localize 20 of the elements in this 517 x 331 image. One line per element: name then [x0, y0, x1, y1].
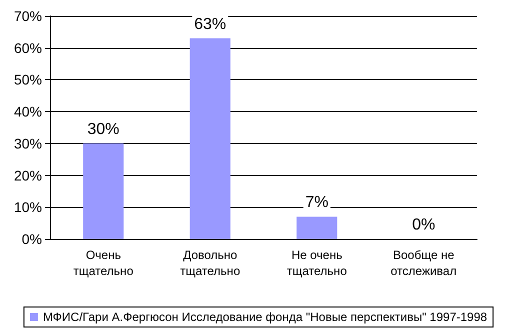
- data-label: 7%: [305, 194, 328, 212]
- y-tick-label: 40%: [14, 104, 42, 120]
- x-tick-label: Очень тщательно: [73, 248, 134, 278]
- y-tick-label: 60%: [14, 40, 42, 56]
- y-tick-label: 30%: [14, 135, 42, 152]
- bar: [296, 216, 338, 239]
- y-tick-label: 70%: [14, 8, 42, 24]
- bar: [83, 143, 124, 239]
- data-label: 63%: [194, 16, 226, 33]
- x-tick-label: Вообще не отслеживал: [390, 248, 457, 278]
- legend-label: МФИС/Гари А.Фергюсон Исследование фонда "Новые перспективы" 1997-1998: [42, 310, 488, 324]
- x-tick-label: Довольно тщательно: [180, 248, 240, 278]
- bar: [190, 38, 230, 239]
- y-tick-label: 20%: [14, 167, 42, 184]
- y-tick-label: 50%: [14, 72, 42, 88]
- y-tick-label: 0%: [22, 231, 42, 247]
- x-tick-label: Не очень тщательно: [286, 248, 348, 278]
- data-label: 0%: [412, 216, 436, 234]
- data-label: 30%: [87, 120, 120, 138]
- y-tick-label: 10%: [14, 199, 42, 216]
